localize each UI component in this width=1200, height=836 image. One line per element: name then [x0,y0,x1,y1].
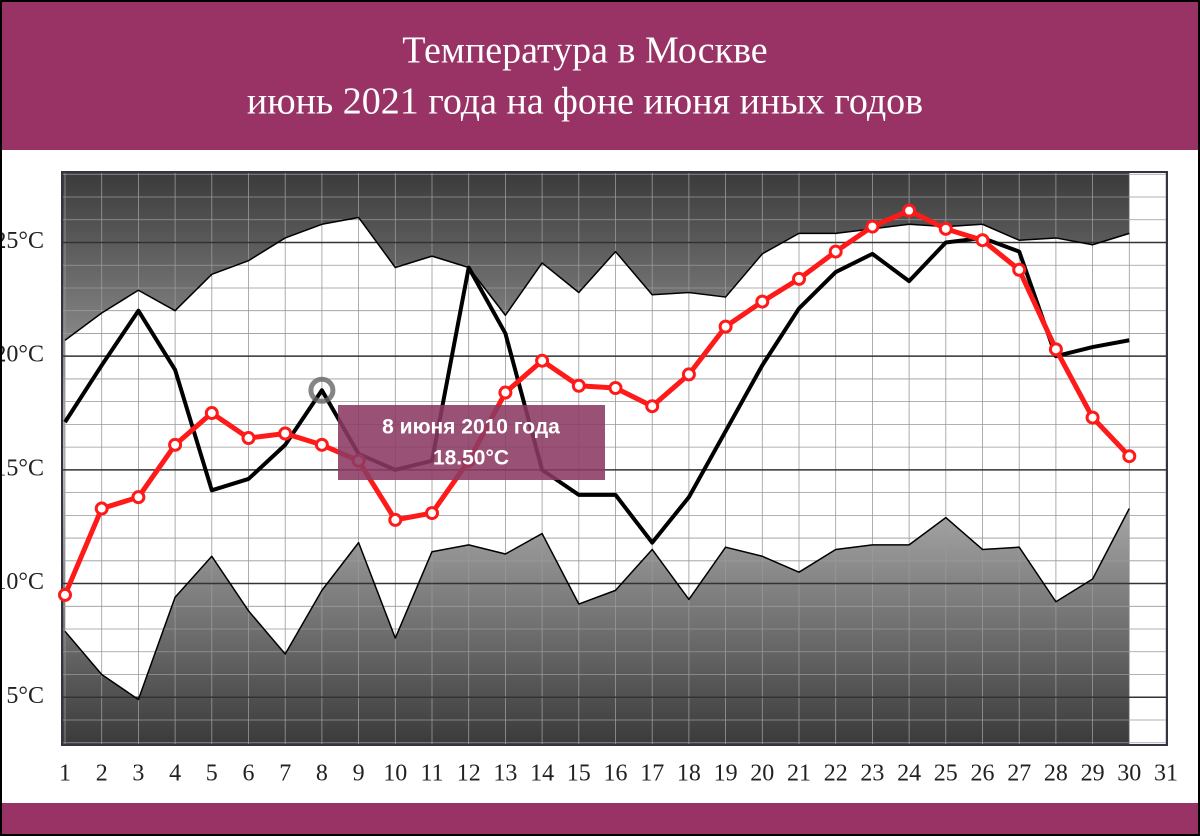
x-tick-label: 16 [604,761,628,787]
x-tick-label: 13 [493,761,517,787]
point-marker [425,506,439,521]
point-marker [535,353,550,368]
x-tick-label: 14 [530,761,554,787]
point-marker [168,437,183,452]
x-tick-label: 26 [971,761,995,787]
point-marker [278,426,293,441]
x-tick-label: 21 [787,761,811,787]
y-tick-label: 10°C [0,569,44,595]
point-marker [865,219,880,234]
y-tick-label: 5°C [6,683,44,709]
x-tick-label: 10 [383,761,407,787]
plot-frame [61,171,1168,746]
x-tick-label: 3 [132,761,144,787]
x-tick-label: 28 [1044,761,1068,787]
point-marker [792,271,806,286]
x-tick-label: 17 [640,761,664,787]
point-marker [1122,449,1137,464]
series-line [63,235,1130,545]
x-tick-label: 27 [1007,761,1031,787]
tooltip-box [338,405,605,480]
x-tick-label: 5 [206,761,218,787]
y-tick-label: 15°C [0,455,44,481]
x-tick-label: 23 [860,761,884,787]
point-marker [718,319,733,334]
footer-bar [0,803,1200,836]
x-tick-label: 25 [934,761,958,787]
title-line: Температура в Москве [402,30,767,72]
point-marker [1085,410,1100,425]
header-bar [0,0,1200,150]
point-marker [204,406,219,421]
x-tick-label: 11 [420,761,443,787]
plot: 25°C20°C15°C10°C5°C1 2 3 4 5 6 7 8 9 10 11 12 13 14 15… [0,171,1178,787]
x-tick-label: 15 [567,761,591,787]
point-marker [1048,342,1063,357]
x-tick-label: 29 [1081,761,1105,787]
x-tick-label: 19 [714,761,738,787]
point-marker [608,381,623,396]
point-marker [902,203,917,218]
point-marker [645,399,660,414]
point-marker [571,378,586,393]
x-tick-label: 8 [316,761,328,787]
x-tick-label: 9 [353,761,365,787]
point-marker [498,385,513,400]
y-tick-label: 25°C [0,228,44,254]
point-marker [58,587,72,602]
x-tick-label: 4 [169,761,181,787]
x-tick-label: 6 [243,761,255,787]
point-marker [241,431,256,446]
series-line [64,508,1130,701]
x-tick-label: 12 [457,761,481,787]
point-marker [938,221,953,236]
point-marker [975,233,990,248]
x-tick-label: 31 [1154,761,1178,787]
point-marker [94,501,109,516]
point-marker [131,490,146,505]
point-marker [681,367,696,382]
point-marker [314,437,329,452]
x-tick-label: 7 [279,761,291,787]
point-marker [755,294,770,309]
x-tick-label: 18 [677,761,701,787]
highlight-point [308,376,336,404]
x-tick-label: 22 [824,761,848,787]
x-tick-label: 1 [59,761,71,787]
x-tick-label: 2 [96,761,108,787]
tooltip-text: 18.50°C [433,447,509,470]
y-tick-label: 20°C [0,342,44,368]
point-marker [1012,262,1027,277]
point-marker [388,512,403,527]
tooltip-text: 8 июня 2010 года [382,416,560,439]
point-marker [828,244,843,259]
x-tick-label: 30 [1117,761,1141,787]
x-tick-label: 20 [750,761,774,787]
x-tick-label: 24 [897,761,921,787]
title-line: июнь 2021 года на фоне июня иных годов [247,81,923,123]
